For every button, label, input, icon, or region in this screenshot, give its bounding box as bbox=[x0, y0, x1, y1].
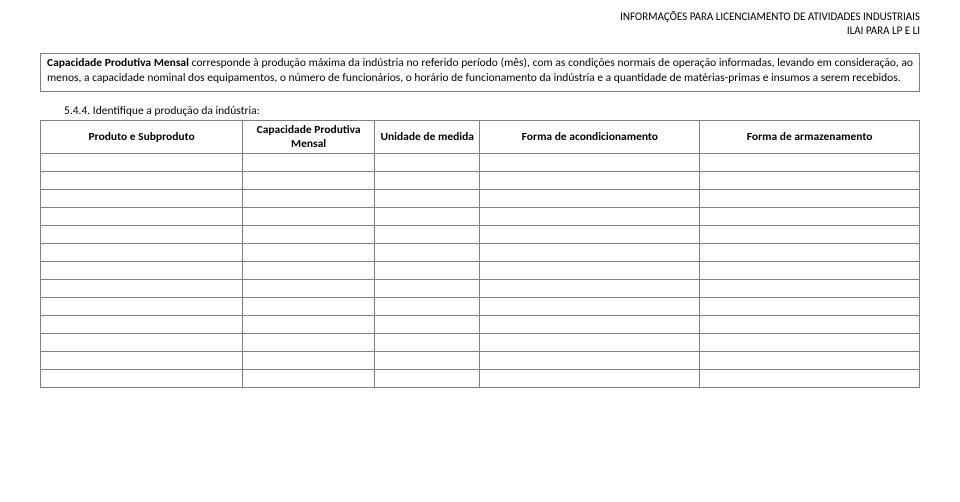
table-cell[interactable] bbox=[41, 154, 243, 172]
table-cell[interactable] bbox=[243, 262, 375, 280]
table-cell[interactable] bbox=[480, 280, 700, 298]
header-line-1: INFORMAÇÕES PARA LICENCIAMENTO DE ATIVID… bbox=[40, 10, 920, 24]
table-cell[interactable] bbox=[41, 298, 243, 316]
intro-lead: Capacidade Produtiva Mensal bbox=[47, 56, 189, 70]
table-cell[interactable] bbox=[41, 244, 243, 262]
section-title: 5.4.4. Identifique a produção da indústr… bbox=[64, 104, 920, 118]
table-cell[interactable] bbox=[375, 298, 480, 316]
table-cell[interactable] bbox=[700, 298, 920, 316]
table-cell[interactable] bbox=[480, 154, 700, 172]
table-cell[interactable] bbox=[41, 226, 243, 244]
table-cell[interactable] bbox=[480, 334, 700, 352]
table-cell[interactable] bbox=[480, 244, 700, 262]
table-cell[interactable] bbox=[375, 334, 480, 352]
header-line-2: ILAI PARA LP E LI bbox=[40, 24, 920, 38]
table-row bbox=[41, 352, 920, 370]
table-cell[interactable] bbox=[243, 208, 375, 226]
table-cell[interactable] bbox=[243, 352, 375, 370]
table-cell[interactable] bbox=[375, 190, 480, 208]
table-cell[interactable] bbox=[375, 244, 480, 262]
table-cell[interactable] bbox=[243, 334, 375, 352]
table-cell[interactable] bbox=[375, 172, 480, 190]
table-cell[interactable] bbox=[480, 298, 700, 316]
col-header-capacidade: Capacidade Produtiva Mensal bbox=[243, 120, 375, 154]
table-cell[interactable] bbox=[375, 262, 480, 280]
table-row bbox=[41, 298, 920, 316]
table-cell[interactable] bbox=[243, 316, 375, 334]
col-header-acondicionamento: Forma de acondicionamento bbox=[480, 120, 700, 154]
table-row bbox=[41, 244, 920, 262]
table-cell[interactable] bbox=[700, 370, 920, 388]
table-cell[interactable] bbox=[243, 154, 375, 172]
table-cell[interactable] bbox=[375, 352, 480, 370]
table-row bbox=[41, 208, 920, 226]
table-row bbox=[41, 370, 920, 388]
table-cell[interactable] bbox=[375, 154, 480, 172]
table-cell[interactable] bbox=[700, 280, 920, 298]
table-cell[interactable] bbox=[243, 226, 375, 244]
table-cell[interactable] bbox=[41, 262, 243, 280]
production-table: Produto e Subproduto Capacidade Produtiv… bbox=[40, 120, 920, 389]
table-row bbox=[41, 154, 920, 172]
col-header-armazenamento: Forma de armazenamento bbox=[700, 120, 920, 154]
table-cell[interactable] bbox=[700, 172, 920, 190]
table-cell[interactable] bbox=[700, 190, 920, 208]
table-cell[interactable] bbox=[700, 316, 920, 334]
table-cell[interactable] bbox=[480, 172, 700, 190]
table-cell[interactable] bbox=[700, 208, 920, 226]
table-row bbox=[41, 172, 920, 190]
table-cell[interactable] bbox=[375, 316, 480, 334]
table-cell[interactable] bbox=[700, 352, 920, 370]
table-row bbox=[41, 190, 920, 208]
table-cell[interactable] bbox=[41, 352, 243, 370]
table-cell[interactable] bbox=[41, 208, 243, 226]
table-row bbox=[41, 262, 920, 280]
table-cell[interactable] bbox=[375, 208, 480, 226]
table-cell[interactable] bbox=[41, 316, 243, 334]
table-cell[interactable] bbox=[480, 226, 700, 244]
table-row bbox=[41, 226, 920, 244]
table-header-row: Produto e Subproduto Capacidade Produtiv… bbox=[41, 120, 920, 154]
table-row bbox=[41, 280, 920, 298]
table-cell[interactable] bbox=[375, 370, 480, 388]
table-cell[interactable] bbox=[375, 226, 480, 244]
table-cell[interactable] bbox=[41, 280, 243, 298]
table-cell[interactable] bbox=[243, 190, 375, 208]
table-cell[interactable] bbox=[700, 226, 920, 244]
table-cell[interactable] bbox=[243, 370, 375, 388]
table-cell[interactable] bbox=[480, 190, 700, 208]
table-row bbox=[41, 316, 920, 334]
col-header-produto: Produto e Subproduto bbox=[41, 120, 243, 154]
table-cell[interactable] bbox=[480, 370, 700, 388]
table-cell[interactable] bbox=[480, 262, 700, 280]
table-cell[interactable] bbox=[41, 190, 243, 208]
table-cell[interactable] bbox=[243, 280, 375, 298]
col-header-unidade: Unidade de medida bbox=[375, 120, 480, 154]
table-cell[interactable] bbox=[375, 280, 480, 298]
table-cell[interactable] bbox=[480, 352, 700, 370]
page-header: INFORMAÇÕES PARA LICENCIAMENTO DE ATIVID… bbox=[40, 10, 920, 39]
table-cell[interactable] bbox=[243, 244, 375, 262]
intro-box: Capacidade Produtiva Mensal corresponde … bbox=[40, 53, 920, 92]
table-cell[interactable] bbox=[243, 298, 375, 316]
page-container: INFORMAÇÕES PARA LICENCIAMENTO DE ATIVID… bbox=[0, 0, 960, 388]
table-cell[interactable] bbox=[700, 154, 920, 172]
table-cell[interactable] bbox=[700, 334, 920, 352]
table-cell[interactable] bbox=[41, 370, 243, 388]
table-cell[interactable] bbox=[41, 172, 243, 190]
table-row bbox=[41, 334, 920, 352]
table-cell[interactable] bbox=[700, 244, 920, 262]
table-cell[interactable] bbox=[243, 172, 375, 190]
table-cell[interactable] bbox=[480, 316, 700, 334]
table-cell[interactable] bbox=[41, 334, 243, 352]
table-cell[interactable] bbox=[480, 208, 700, 226]
table-cell[interactable] bbox=[700, 262, 920, 280]
